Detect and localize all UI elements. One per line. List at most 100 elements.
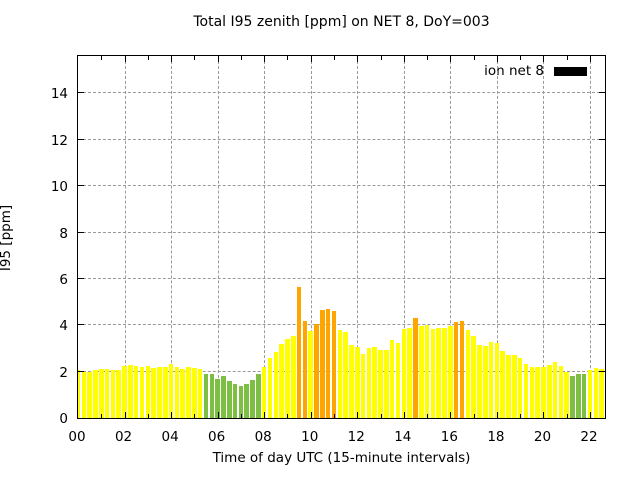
bar-10:45: [325, 309, 331, 418]
bar-20:30: [552, 362, 558, 418]
bar-14:15: [407, 327, 412, 418]
bar-12:45: [372, 347, 378, 418]
x-tick-label-16: 16: [440, 429, 458, 445]
y-tick-label-14: 14: [50, 86, 68, 103]
y-tick-label-6: 6: [59, 271, 68, 288]
bar-16:15: [453, 321, 459, 418]
x-tick-label-08: 08: [254, 429, 272, 445]
bar-08:30: [273, 351, 279, 418]
gridline: [78, 138, 605, 140]
x-tick-label-12: 12: [347, 429, 365, 445]
bar-02:30: [133, 365, 139, 418]
bar-12:00: [354, 347, 360, 418]
x-tick-label-22: 22: [580, 429, 598, 445]
bar-09:45: [302, 320, 308, 418]
bar-10:15: [314, 324, 319, 418]
bar-01:00: [98, 369, 104, 418]
bar-05:00: [192, 368, 197, 418]
bar-19:30: [529, 367, 535, 418]
bar-09:00: [285, 339, 290, 418]
bar-13:30: [389, 340, 395, 418]
bar-00:15: [81, 371, 87, 418]
bar-08:15: [267, 357, 273, 418]
bar-19:00: [517, 357, 523, 418]
x-tick-label-20: 20: [533, 429, 552, 445]
x-tick-label-18: 18: [487, 429, 505, 445]
y-tick-label-2: 2: [59, 364, 68, 381]
bar-06:45: [232, 384, 238, 418]
x-tick-label-10: 10: [301, 429, 319, 445]
x-tick-label-14: 14: [394, 429, 412, 445]
bar-15:30: [436, 327, 442, 418]
bar-00:30: [87, 371, 92, 418]
bar-03:30: [157, 367, 162, 418]
gridline: [78, 324, 605, 326]
bar-17:45: [488, 341, 494, 418]
bar-14:00: [401, 328, 407, 418]
bar-21:45: [581, 373, 587, 418]
bar-11:30: [343, 332, 348, 418]
bar-10:30: [320, 310, 325, 418]
bar-01:45: [116, 370, 122, 418]
bar-04:30: [180, 369, 186, 418]
bar-08:45: [279, 343, 284, 418]
bar-07:30: [250, 379, 255, 418]
bar-05:15: [197, 369, 203, 418]
bar-21:15: [570, 376, 575, 418]
bar-11:00: [331, 311, 337, 418]
bar-05:30: [203, 373, 209, 418]
gridline: [78, 277, 605, 279]
bar-06:00: [215, 378, 220, 418]
x-tick-label-02: 02: [114, 429, 133, 445]
bar-22:15: [593, 368, 599, 418]
bar-14:45: [418, 326, 424, 418]
bar-18:30: [506, 355, 511, 418]
bar-13:15: [384, 349, 389, 418]
bar-01:30: [110, 370, 116, 418]
y-tick-label-0: 0: [59, 411, 68, 427]
bar-08:00: [261, 367, 267, 418]
bar-22:30: [599, 369, 604, 418]
bar-16:00: [448, 326, 453, 418]
bar-17:30: [482, 346, 488, 418]
bar-02:45: [139, 367, 145, 418]
bar-07:00: [238, 385, 244, 418]
bar-00:45: [93, 370, 98, 418]
bar-09:30: [296, 287, 302, 418]
bar-21:00: [564, 371, 570, 418]
bar-18:00: [494, 342, 500, 418]
bar-19:15: [523, 363, 529, 418]
bar-03:45: [162, 367, 168, 418]
bar-03:15: [151, 368, 156, 418]
x-tick-label-04: 04: [161, 429, 179, 445]
bar-00:00: [78, 370, 81, 418]
x-tick-label-00: 00: [68, 429, 86, 445]
gridline: [78, 92, 605, 94]
bar-19:45: [535, 367, 540, 418]
bar-01:15: [104, 369, 110, 418]
bar-04:00: [168, 363, 174, 418]
bar-17:00: [471, 335, 476, 418]
bar-22:00: [587, 370, 593, 418]
bar-04:45: [186, 367, 191, 418]
bar-20:00: [541, 367, 546, 418]
y-tick-label-4: 4: [59, 318, 68, 335]
bar-11:45: [349, 344, 354, 418]
bar-15:00: [424, 325, 430, 418]
x-tick-label-06: 06: [208, 429, 226, 445]
bar-13:45: [395, 342, 401, 418]
y-tick-label-12: 12: [50, 132, 68, 149]
y-tick-label-8: 8: [59, 225, 68, 242]
bar-20:15: [546, 364, 552, 418]
bar-13:00: [378, 349, 383, 418]
bar-03:00: [145, 365, 151, 418]
bar-05:45: [209, 373, 215, 418]
bar-20:45: [558, 365, 564, 418]
bar-12:30: [366, 348, 372, 418]
bar-15:15: [430, 328, 436, 418]
gridline: [78, 185, 605, 187]
bar-10:00: [308, 331, 314, 418]
bar-06:15: [221, 376, 226, 418]
legend-swatch: [554, 66, 587, 76]
